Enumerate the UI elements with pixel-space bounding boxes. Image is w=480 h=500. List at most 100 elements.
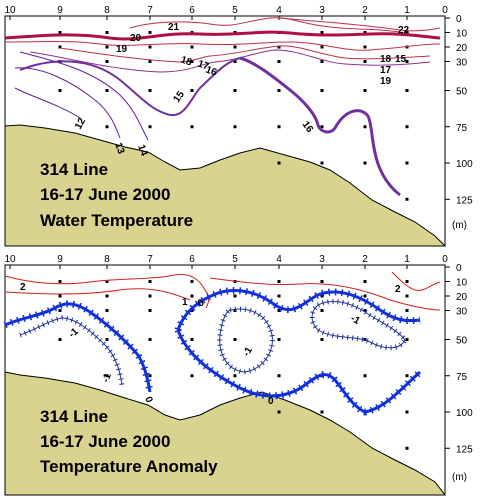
depth-label: 75 (456, 123, 468, 134)
contour-label: 18 (179, 54, 194, 68)
sample-point (190, 280, 194, 283)
sample-point (148, 60, 152, 63)
sample-point (405, 31, 409, 34)
sample-point (405, 410, 409, 414)
sample-point (363, 45, 367, 49)
sample-point (105, 89, 109, 92)
station-axis: 10 9 8 7 6 5 4 3 2 1 0 (4, 254, 448, 269)
sample-point (277, 89, 281, 92)
contour-18 (59, 45, 431, 63)
contour-15 (239, 56, 401, 197)
sample-point (58, 89, 62, 92)
sample-point (277, 309, 281, 312)
sample-point (277, 60, 281, 63)
contour-label: 18 (380, 54, 392, 65)
contour-neg1-right-hatch (309, 299, 408, 351)
sample-point (190, 45, 194, 49)
sample-point (405, 45, 409, 49)
sample-point (233, 374, 237, 378)
contour-label: 19 (116, 44, 128, 55)
station-label: 0 (442, 5, 448, 16)
contour-1-upper (209, 277, 441, 311)
sample-point (277, 45, 281, 49)
title-line-1: 314 Line (40, 407, 108, 426)
depth-unit: (m) (452, 472, 467, 483)
sample-point (233, 45, 237, 49)
station-label: 2 (362, 254, 368, 265)
sample-point (363, 309, 367, 312)
sample-point (233, 338, 237, 341)
sample-point (58, 338, 62, 341)
sample-point (190, 374, 194, 378)
contour-neg1-left (19, 317, 123, 386)
sample-point (363, 89, 367, 92)
sample-point (363, 374, 367, 378)
station-label: 9 (57, 5, 63, 16)
sample-point (320, 89, 324, 92)
sample-point (105, 309, 109, 312)
depth-axis: 0 10 20 30 50 75 100 125 (445, 14, 473, 206)
contour-14 (19, 51, 149, 141)
contour-label: 15 (395, 54, 407, 65)
sample-point (58, 309, 62, 312)
sample-point (233, 294, 237, 298)
sample-point (148, 309, 152, 312)
contour-16 (19, 57, 241, 117)
seafloor (4, 371, 447, 496)
sample-point (233, 309, 237, 312)
sample-point (277, 125, 281, 129)
sample-point (58, 31, 62, 34)
sample-point (320, 45, 324, 49)
sample-point (148, 125, 152, 129)
sample-point (148, 338, 152, 341)
sample-point (320, 280, 324, 283)
sample-point (363, 125, 367, 129)
sample-point (233, 125, 237, 129)
station-label: 1 (404, 5, 410, 16)
sample-point (190, 338, 194, 341)
contour-22 (279, 17, 441, 32)
contour-1 (4, 288, 191, 301)
depth-label: 0 (456, 14, 462, 25)
sample-point (105, 280, 109, 283)
contour-20 (4, 30, 441, 41)
station-axis: 10 9 8 7 6 5 4 3 2 1 0 (4, 5, 448, 20)
depth-label: 10 (456, 29, 468, 40)
depth-label: 30 (456, 307, 468, 318)
sample-point (105, 338, 109, 341)
station-label: 0 (442, 254, 448, 265)
contour-0-right-hatch (174, 287, 423, 416)
sample-point (320, 309, 324, 312)
contour-13 (14, 67, 121, 139)
contour-label: 17 (196, 58, 211, 72)
sample-point (405, 446, 409, 450)
sample-point (105, 60, 109, 63)
station-label: 10 (4, 5, 16, 16)
station-label: 9 (57, 254, 63, 265)
depth-label: 20 (456, 43, 468, 54)
sample-point (190, 60, 194, 63)
sample-point (105, 374, 109, 378)
contour-label: 16 (204, 64, 219, 78)
station-label: 6 (189, 5, 195, 16)
title-line-2: 16-17 June 2000 (40, 432, 170, 451)
station-label: 7 (147, 254, 153, 265)
sample-point (105, 294, 109, 298)
station-label: 4 (276, 254, 282, 265)
station-label: 8 (104, 5, 110, 16)
sample-point (405, 374, 409, 378)
sample-point (363, 60, 367, 63)
contour-label: 14 (135, 143, 149, 158)
sample-point (320, 161, 324, 165)
sample-point (277, 374, 281, 378)
sample-point (148, 45, 152, 49)
contour-label: 19 (380, 76, 392, 87)
sample-point (320, 410, 324, 414)
contour-label: 22 (398, 25, 410, 36)
sample-point (58, 45, 62, 49)
contour-label: -1 (100, 371, 114, 384)
sample-point (405, 280, 409, 283)
